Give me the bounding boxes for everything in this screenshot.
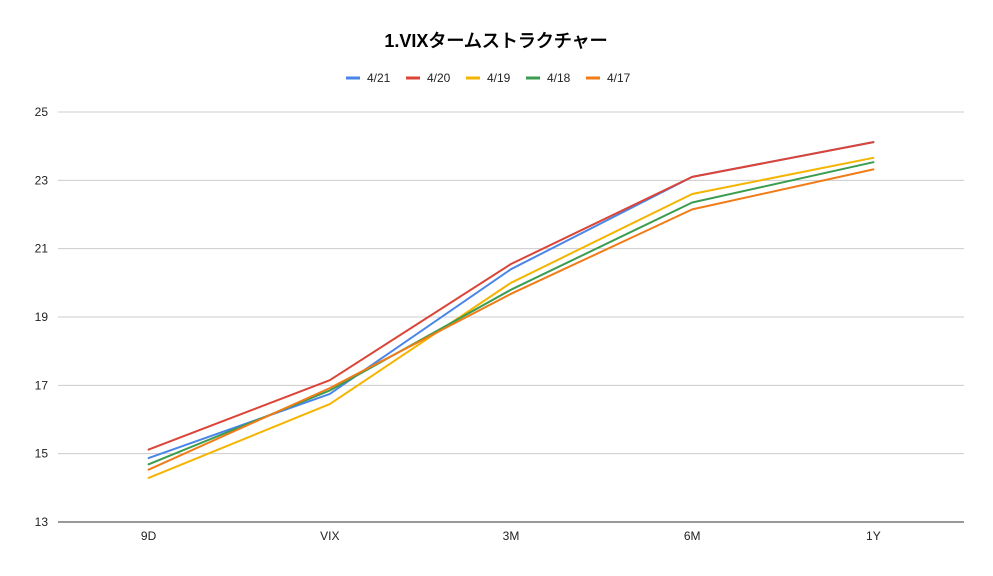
legend-label: 4/17 xyxy=(607,71,631,85)
series-line-4-20 xyxy=(147,141,875,451)
legend-item[interactable]: 4/18 xyxy=(526,71,571,85)
legend-item[interactable]: 4/19 xyxy=(466,71,511,85)
legend: 4/21 4/20 4/19 4/18 4/17 xyxy=(346,71,631,85)
legend-item[interactable]: 4/21 xyxy=(346,71,391,85)
y-tick-label: 21 xyxy=(35,242,49,256)
x-tick-label: 3M xyxy=(503,529,520,543)
legend-item[interactable]: 4/17 xyxy=(586,71,631,85)
chart-title: 1.VIXタームストラクチャー xyxy=(384,31,607,51)
legend-label: 4/21 xyxy=(367,71,391,85)
x-tick-label: VIX xyxy=(320,529,339,543)
y-tick-label: 17 xyxy=(35,378,49,392)
y-axis: 13 15 17 19 21 23 25 xyxy=(35,105,49,529)
x-axis: 9D VIX 3M 6M 1Y xyxy=(141,529,881,543)
x-tick-label: 9D xyxy=(141,529,157,543)
legend-item[interactable]: 4/20 xyxy=(406,71,451,85)
legend-label: 4/20 xyxy=(427,71,451,85)
x-tick-label: 6M xyxy=(684,529,701,543)
y-tick-label: 13 xyxy=(35,515,49,529)
series-line-4-18 xyxy=(147,161,875,466)
y-tick-label: 19 xyxy=(35,310,49,324)
series-lines xyxy=(147,141,875,479)
x-tick-label: 1Y xyxy=(866,529,881,543)
legend-label: 4/19 xyxy=(487,71,511,85)
y-tick-label: 23 xyxy=(35,173,49,187)
legend-label: 4/18 xyxy=(547,71,571,85)
y-tick-label: 25 xyxy=(35,105,49,119)
series-line-4-17 xyxy=(147,168,875,471)
series-line-4-19 xyxy=(147,156,875,479)
series-line-4-21 xyxy=(147,141,875,460)
y-tick-label: 15 xyxy=(35,447,49,461)
